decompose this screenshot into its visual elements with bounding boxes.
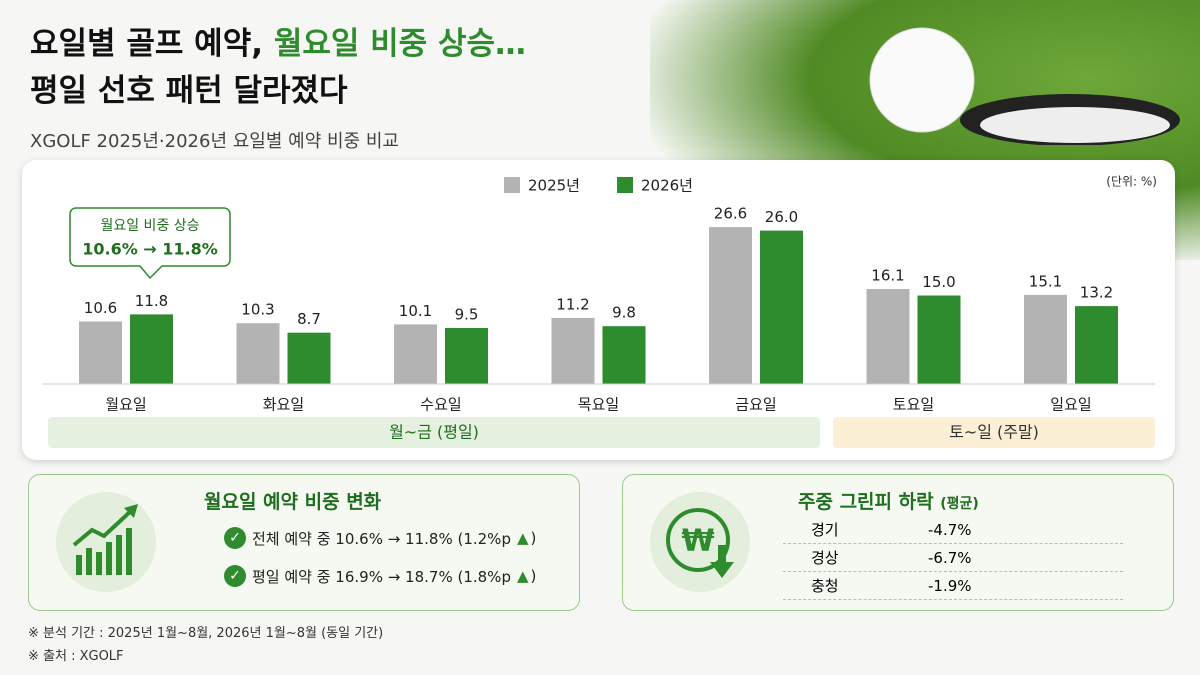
- callout-box: [69, 207, 231, 280]
- value-label: 8.7: [297, 310, 321, 328]
- fee-change: -6.7%: [928, 549, 972, 567]
- bar: [866, 289, 910, 384]
- bar: [760, 230, 803, 384]
- fee-row: 경기 -4.7%: [783, 518, 1123, 544]
- item-text: 전체 예약 중 10.6% → 11.8% (1.2%p: [252, 529, 511, 548]
- bar: [1075, 306, 1118, 384]
- fee-row: 경상 -6.7%: [783, 546, 1123, 572]
- group-label: 월~금 (평일): [389, 423, 479, 442]
- callout-text: 10.6% → 11.8%: [82, 240, 218, 259]
- fee-change: -1.9%: [928, 577, 972, 595]
- region: 경기: [811, 521, 839, 539]
- unit-label: (단위: %): [1106, 175, 1157, 189]
- chart: 2025년 2026년 (단위: %) 10.6 11.8 월요일 10.3 8.7 화요일 10…: [42, 175, 1157, 448]
- bar: [709, 227, 752, 384]
- golf-ball-scene: [869, 27, 1180, 145]
- value-label: 13.2: [1080, 284, 1113, 302]
- title-line2: 평일 선호 패턴 달라졌다: [30, 73, 348, 109]
- title-line1: 요일별 골프 예약, 월요일 비중 상승…: [30, 18, 526, 63]
- right-panel: ₩ 주중 그린피 하락 (평균) 경기 -4.7% 경상 -6.7% 충청 -1.9%: [622, 474, 1174, 611]
- check-icon: ✓: [224, 527, 246, 549]
- bar: [287, 332, 331, 384]
- value-label: 11.2: [556, 295, 589, 313]
- won-down-icon: ₩: [650, 492, 750, 592]
- change-item: ✓ 전체 예약 중 10.6% → 11.8% (1.2%p ▲): [224, 527, 536, 549]
- bar: [394, 324, 437, 384]
- item-arrow: ▲: [516, 567, 529, 585]
- value-label: 9.8: [612, 304, 636, 322]
- value-label: 15.0: [922, 273, 955, 291]
- subtitle: XGOLF 2025년·2026년 요일별 예약 비중 비교: [30, 131, 399, 152]
- growth-icon: [56, 492, 156, 592]
- value-label: 26.6: [714, 205, 747, 223]
- group-band: [48, 417, 820, 448]
- panel-title: 주중 그린피 하락 (평균): [798, 487, 979, 514]
- x-tick-label: 토요일: [893, 396, 934, 414]
- value-label: 9.5: [455, 305, 479, 323]
- value-label: 11.8: [135, 292, 168, 310]
- chart-card: 2025년 2026년 (단위: %) 10.6 11.8 월요일 10.3 8.7 화요일 10…: [22, 160, 1175, 460]
- x-tick-label: 목요일: [578, 396, 619, 414]
- region: 충청: [811, 577, 839, 595]
- bar: [551, 317, 595, 384]
- item-text: 평일 예약 중 16.9% → 18.7% (1.8%p: [252, 567, 511, 586]
- x-tick-label: 화요일: [263, 396, 304, 414]
- fee-row: 충청 -1.9%: [783, 574, 1123, 600]
- value-label: 10.3: [241, 301, 274, 319]
- value-label: 15.1: [1029, 272, 1062, 290]
- left-panel: 월요일 예약 비중 변화 ✓ 전체 예약 중 10.6% → 11.8% (1.2…: [28, 474, 580, 611]
- value-label: 10.1: [399, 302, 432, 320]
- legend-swatch: [617, 177, 633, 193]
- bar: [445, 327, 488, 384]
- svg-text:₩: ₩: [681, 524, 714, 559]
- item-close: ): [530, 567, 537, 585]
- region: 경상: [811, 549, 839, 567]
- bar: [602, 326, 646, 384]
- panel-title-text: 주중 그린피 하락: [798, 491, 934, 513]
- fee-change: -4.7%: [928, 521, 972, 539]
- x-tick-label: 월요일: [105, 396, 146, 414]
- item-arrow: ▲: [516, 529, 529, 547]
- bar: [130, 314, 173, 384]
- bar: [79, 321, 122, 384]
- legend-label: 2026년: [641, 177, 693, 195]
- bar: [917, 295, 961, 384]
- title-part: 요일별 골프 예약,: [30, 26, 264, 62]
- x-tick-label: 수요일: [420, 396, 461, 414]
- x-tick-label: 일요일: [1050, 396, 1091, 414]
- title-highlight: 월요일 비중 상승…: [273, 26, 527, 62]
- legend-label: 2025년: [528, 177, 580, 195]
- footnote: ※ 출처 : XGOLF: [28, 649, 124, 664]
- check-icon: ✓: [224, 565, 246, 587]
- item-close: ): [530, 529, 537, 547]
- value-label: 16.1: [871, 267, 904, 285]
- x-tick-label: 금요일: [735, 396, 776, 414]
- panel-note: (평균): [940, 496, 979, 512]
- bar: [1024, 294, 1067, 384]
- legend-swatch: [504, 177, 520, 193]
- value-label: 10.6: [84, 299, 117, 317]
- callout-title: 월요일 비중 상승: [100, 218, 199, 234]
- footnote: ※ 분석 기간 : 2025년 1월~8월, 2026년 1월~8월 (동일 기…: [28, 626, 384, 641]
- change-item: ✓ 평일 예약 중 16.9% → 18.7% (1.8%p ▲): [224, 565, 536, 587]
- bar: [236, 323, 280, 384]
- value-label: 26.0: [765, 208, 798, 226]
- group-label: 토~일 (주말): [949, 423, 1039, 442]
- panel-title: 월요일 예약 비중 변화: [204, 491, 382, 513]
- group-band: [833, 417, 1155, 448]
